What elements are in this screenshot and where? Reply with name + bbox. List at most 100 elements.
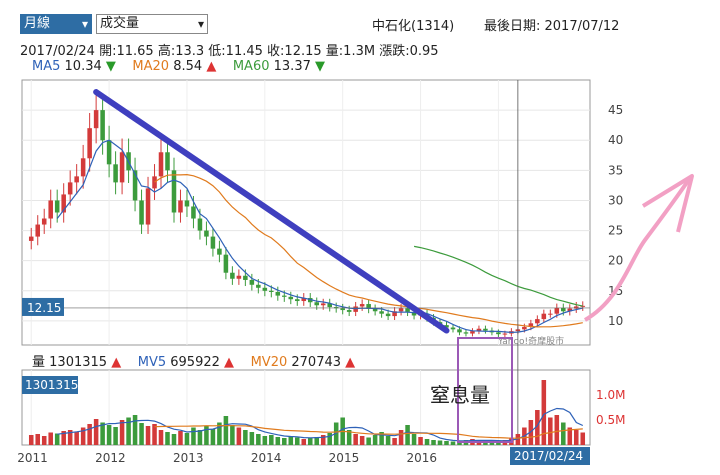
ohlc-open: 開:11.65 <box>99 44 154 59</box>
volume-bar <box>67 430 73 445</box>
candle-body <box>210 236 216 249</box>
volume-bar <box>437 440 443 445</box>
volume-bar <box>35 434 41 445</box>
volume-bar <box>243 430 248 445</box>
x-tick-label: 2014 <box>251 451 282 465</box>
stock-name: 中石化(1314) <box>372 19 455 34</box>
volume-legend: 量 1301315 ▲ MV5 695922 ▲ MV20 270743 ▲ <box>32 351 355 370</box>
period-select[interactable]: 月線 ▾ <box>20 14 92 34</box>
candle-body <box>262 287 268 291</box>
ohlc-date: 2017/02/24 <box>20 44 95 59</box>
ma20-value: 8.54 <box>173 59 203 74</box>
candle-body <box>496 332 501 335</box>
volume-bar <box>301 439 307 445</box>
candle-body <box>132 170 138 201</box>
volume-bar <box>327 433 332 445</box>
date-badge-bg <box>510 447 590 465</box>
volume-bar <box>61 431 66 445</box>
volume-bar <box>515 434 521 445</box>
candle-body <box>320 303 326 306</box>
volume-bar <box>372 435 378 445</box>
volume-bar <box>158 430 164 445</box>
volume-bar <box>210 429 216 445</box>
candle-body <box>87 128 92 159</box>
vol-arrow: ▲ <box>111 355 122 370</box>
volume-bar <box>379 432 384 445</box>
candle-body <box>243 275 248 280</box>
volume-bar <box>288 436 294 445</box>
candle-body <box>119 152 125 183</box>
volume-bar <box>145 426 151 445</box>
volume-bar <box>398 430 404 445</box>
volume-bar <box>28 435 34 445</box>
volume-badge-bg <box>22 376 78 394</box>
x-tick-label: 2016 <box>407 451 438 465</box>
price-tick-label: 35 <box>608 163 623 177</box>
volume-bar <box>294 437 300 445</box>
volume-bar <box>275 437 281 445</box>
indicator-select-value: 成交量 <box>100 16 140 31</box>
volume-bar <box>535 410 540 445</box>
volume-bar <box>41 436 47 445</box>
ma5-arrow: ▼ <box>105 59 116 74</box>
candle-body <box>204 230 209 237</box>
candle-body <box>106 140 112 165</box>
candle-body <box>561 307 566 312</box>
volume-bar <box>405 425 410 445</box>
volume-bar <box>178 431 183 445</box>
candle-body <box>327 303 332 308</box>
candle-body <box>139 200 144 225</box>
candle-body <box>171 170 177 213</box>
candle-body <box>113 164 118 183</box>
volume-tick-label: 1.0M <box>596 388 625 402</box>
volume-bar <box>119 420 125 445</box>
candle-body <box>573 306 579 309</box>
volume-bar <box>418 437 423 445</box>
price-badge-bg <box>22 297 64 316</box>
ma20-line <box>154 173 583 328</box>
candle-body <box>398 308 404 312</box>
mv20-label: MV20 <box>250 355 288 370</box>
x-tick-label: 2012 <box>95 451 126 465</box>
candle-body <box>548 313 553 315</box>
volume-bar <box>87 424 92 445</box>
volume-bar <box>424 439 430 445</box>
candle-body <box>294 299 300 302</box>
candle-body <box>379 311 384 314</box>
x-tick-label: 2011 <box>17 451 48 465</box>
candle-body <box>61 194 66 213</box>
volume-badge: 1301315 <box>25 378 78 392</box>
candle-body <box>93 110 99 129</box>
volume-bar <box>152 424 157 445</box>
candle-body <box>567 308 573 312</box>
ohlc-change: 漲跌:0.95 <box>379 44 439 59</box>
volume-bar <box>282 438 287 445</box>
candle-body <box>405 308 410 312</box>
price-badge: 12.15 <box>27 301 61 315</box>
candle-body <box>528 323 534 327</box>
volume-bar <box>204 426 209 445</box>
volume-bar <box>132 415 138 445</box>
indicator-select[interactable]: 成交量 ▾ <box>96 14 208 34</box>
volume-bar <box>184 433 190 445</box>
volume-bar <box>573 430 579 445</box>
volume-bar <box>444 441 449 445</box>
candle-body <box>288 296 294 300</box>
candle-body <box>476 328 482 332</box>
mv20-arrow: ▲ <box>345 355 356 370</box>
price-tick-label: 25 <box>608 224 623 238</box>
candle-body <box>282 295 287 297</box>
ma60-line <box>413 245 583 307</box>
last-date: 最後日期: 2017/07/12 <box>484 19 620 34</box>
volume-bar <box>314 437 320 445</box>
volume-bar <box>450 441 456 445</box>
candle-body <box>152 176 157 189</box>
ma60-label: MA60 <box>232 59 270 74</box>
candle-body <box>165 152 170 171</box>
candle-body <box>502 333 508 335</box>
volume-bar <box>431 440 436 445</box>
candle-body <box>359 304 365 307</box>
candle-body <box>457 329 462 333</box>
price-tick-label: 45 <box>608 103 623 117</box>
